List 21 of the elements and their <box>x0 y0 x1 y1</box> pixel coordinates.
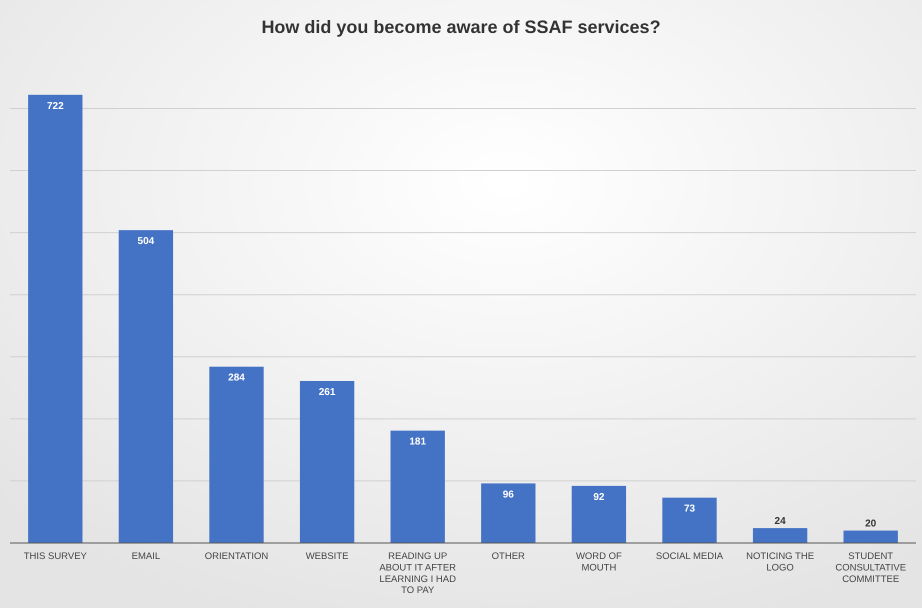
x-tick-label: SOCIAL MEDIA <box>656 551 724 562</box>
x-tick-label: WORD OF MOUTH <box>576 551 622 574</box>
x-tick-label: WEBSITE <box>306 551 348 562</box>
x-tick-label: EMAIL <box>132 551 160 562</box>
x-tick-label: STUDENT CONSULTATIVE COMMITTEE <box>835 551 906 585</box>
data-label: 20 <box>865 518 877 530</box>
data-label: 284 <box>228 372 246 384</box>
x-tick-label: ORIENTATION <box>204 551 268 562</box>
data-label: 96 <box>502 489 514 500</box>
x-tick-label: OTHER <box>492 551 526 562</box>
data-label: 261 <box>318 386 336 398</box>
data-label: 73 <box>684 504 696 515</box>
chart-title: How did you become aware of SSAF services? <box>261 17 661 37</box>
x-tick-label: READING UP ABOUT IT AFTER LEARNING I HAD TO PAY <box>379 551 456 596</box>
data-label: 181 <box>409 436 426 448</box>
data-label: 92 <box>593 492 605 503</box>
data-label: 24 <box>774 516 786 528</box>
x-tick-label: NOTICING THE LOGO <box>746 551 814 574</box>
data-label: 722 <box>46 100 64 112</box>
x-tick-label: THIS SURVEY <box>24 551 88 562</box>
data-label: 504 <box>138 236 155 248</box>
